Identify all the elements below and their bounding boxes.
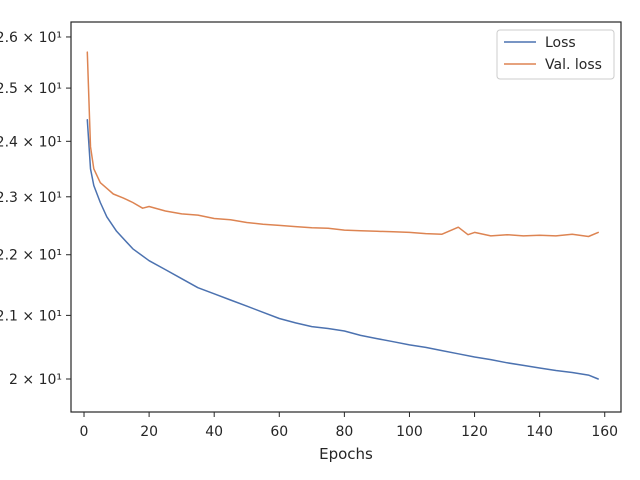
x-tick-label: 120 (461, 424, 488, 440)
y-tick-label: 2.3 × 10¹ (0, 190, 62, 206)
y-tick-label: 2.5 × 10¹ (0, 81, 62, 97)
legend-label-loss: Loss (545, 35, 576, 51)
legend: Loss Val. loss (496, 29, 615, 80)
x-axis-ticks: 0 20 40 60 80 100 120 140 160 (80, 412, 618, 440)
x-tick-label: 160 (591, 424, 618, 440)
x-axis-label: Epochs (319, 445, 373, 463)
series-lines (86, 51, 599, 380)
x-tick-label: 60 (270, 424, 288, 440)
legend-label-val-loss: Val. loss (545, 57, 602, 73)
y-tick-label: 2.2 × 10¹ (0, 248, 62, 264)
x-tick-label: 100 (396, 424, 423, 440)
y-tick-label: 2.4 × 10¹ (0, 134, 62, 150)
plot-frame (70, 21, 622, 413)
y-axis-ticks: 2 × 10¹ 2.1 × 10¹ 2.2 × 10¹ 2.3 × 10¹ 2.4 × … (0, 30, 71, 388)
x-tick-label: 80 (335, 424, 353, 440)
y-tick-label: 2.6 × 10¹ (0, 30, 62, 46)
series-line-loss (86, 119, 599, 380)
x-tick-label: 40 (205, 424, 223, 440)
x-tick-label: 0 (80, 424, 89, 440)
y-tick-label: 2 × 10¹ (9, 372, 62, 388)
y-tick-label: 2.1 × 10¹ (0, 308, 62, 324)
x-tick-label: 140 (526, 424, 553, 440)
series-line-val-loss (86, 51, 599, 238)
x-tick-label: 20 (140, 424, 158, 440)
